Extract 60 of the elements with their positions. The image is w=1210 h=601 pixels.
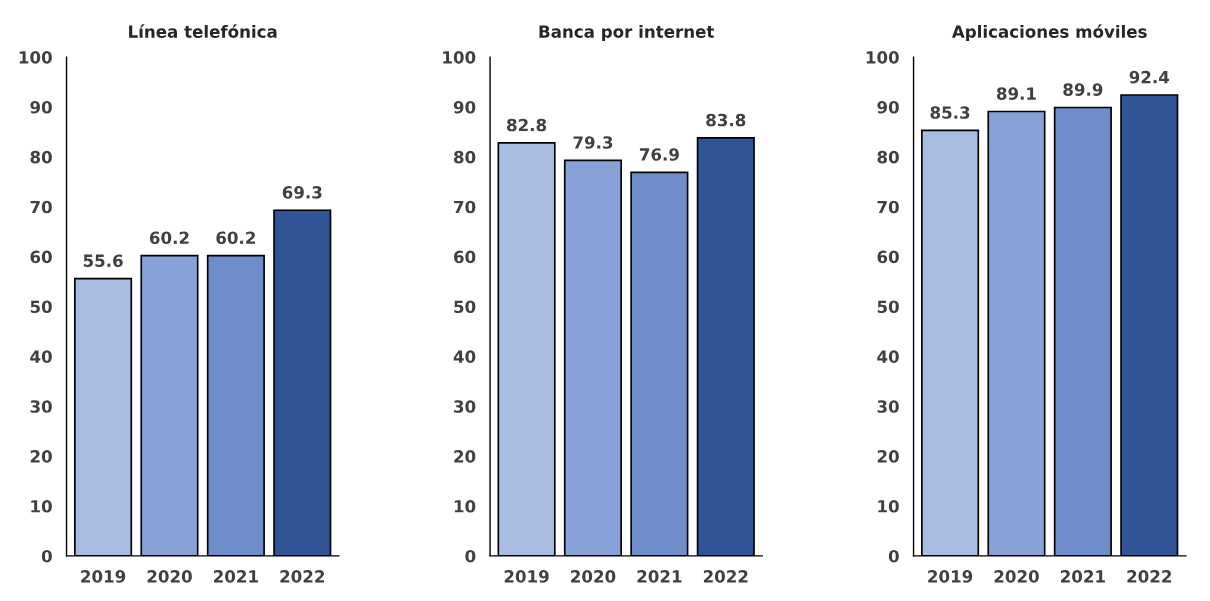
x-tick-label: 2020 — [147, 570, 192, 583]
data-label: 89.1 — [996, 87, 1036, 100]
data-label: 82.8 — [507, 118, 547, 132]
y-tick-label: 50 — [454, 300, 476, 314]
y-tick-label: 40 — [30, 350, 52, 363]
y-tick-label: 0 — [41, 549, 52, 563]
x-tick-label: 2019 — [81, 570, 126, 583]
y-tick-label: 60 — [30, 250, 52, 264]
y-tick-label: 10 — [454, 500, 476, 513]
x-tick-label: 2019 — [928, 570, 973, 583]
x-tick-label: 2021 — [637, 570, 682, 583]
y-tick-label: 10 — [31, 500, 52, 513]
y-tick-label: 70 — [454, 200, 476, 214]
y-tick-label: 0 — [465, 549, 476, 563]
y-tick-label: 30 — [454, 400, 476, 413]
y-tick-label: 100 — [866, 51, 899, 64]
data-label: 76.9 — [639, 148, 679, 161]
data-label: 85.3 — [930, 106, 970, 119]
y-tick-label: 90 — [453, 100, 476, 114]
data-label: 83.8 — [706, 113, 746, 127]
chart-title: Aplicaciones móviles — [951, 24, 1147, 42]
x-tick-label: 2020 — [994, 570, 1039, 583]
data-label: 69.3 — [282, 186, 322, 199]
y-tick-label: 20 — [877, 450, 899, 463]
y-tick-label: 0 — [888, 549, 899, 563]
y-tick-label: 40 — [453, 350, 476, 363]
y-tick-label: 30 — [30, 400, 52, 413]
y-tick-label: 80 — [453, 150, 476, 164]
x-tick-label: 2022 — [280, 570, 325, 583]
y-tick-label: 70 — [877, 200, 899, 214]
data-label: 79.3 — [573, 136, 613, 149]
y-tick-label: 100 — [19, 51, 52, 64]
data-label: 60.2 — [216, 231, 255, 245]
y-tick-label: 90 — [30, 100, 52, 114]
y-tick-label: 90 — [877, 100, 899, 114]
y-tick-label: 20 — [30, 450, 52, 463]
chart-title: Línea telefónica — [129, 24, 277, 38]
data-label: 55.6 — [83, 254, 123, 268]
y-tick-label: 30 — [877, 400, 899, 413]
y-tick-label: 50 — [877, 300, 899, 314]
x-tick-label: 2021 — [214, 570, 258, 583]
y-tick-label: 20 — [454, 450, 476, 463]
y-tick-label: 80 — [30, 150, 52, 164]
y-tick-label: 70 — [30, 200, 52, 214]
x-tick-label: 2022 — [703, 570, 748, 583]
x-tick-label: 2022 — [1127, 570, 1172, 583]
y-tick-label: 60 — [454, 250, 476, 264]
y-tick-label: 100 — [443, 51, 476, 64]
y-tick-label: 10 — [878, 500, 899, 513]
y-tick-label: 40 — [877, 350, 899, 363]
data-label: 60.2 — [149, 231, 189, 245]
y-tick-label: 80 — [877, 150, 899, 164]
chart-title: Banca por internet — [539, 24, 714, 42]
y-tick-label: 60 — [877, 250, 899, 264]
x-tick-label: 2020 — [571, 570, 616, 583]
y-tick-label: 50 — [30, 300, 52, 314]
data-label: 89.9 — [1063, 83, 1103, 96]
x-tick-label: 2021 — [1061, 570, 1105, 583]
x-tick-label: 2019 — [504, 570, 549, 583]
data-label: 92.4 — [1129, 70, 1170, 84]
